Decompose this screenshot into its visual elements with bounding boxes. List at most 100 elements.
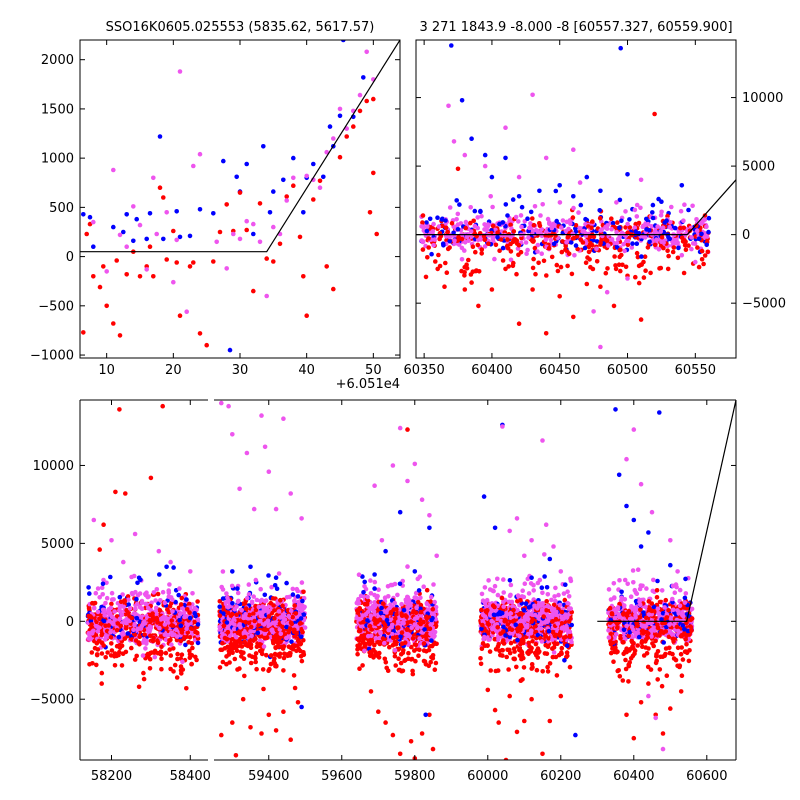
data-point xyxy=(151,274,156,279)
cluster-point xyxy=(107,610,113,616)
cluster-point xyxy=(134,601,140,607)
cluster-point xyxy=(292,627,297,633)
data-point xyxy=(665,266,671,272)
cloud-point xyxy=(479,247,485,252)
cloud-point xyxy=(531,256,536,262)
cloud-point xyxy=(420,247,426,252)
cluster-point xyxy=(95,609,101,615)
cloud-point xyxy=(701,261,706,267)
cluster-point xyxy=(162,622,168,627)
cluster-point xyxy=(180,605,185,611)
panel-top-right-xticks: 60350 60400 60450 60500 60550 xyxy=(403,40,716,378)
cloud-point xyxy=(704,224,709,230)
cluster-point xyxy=(424,587,430,593)
cluster-point xyxy=(358,623,364,629)
cluster-point xyxy=(394,634,400,640)
cluster-point xyxy=(365,618,370,623)
y-tick-label: −1000 xyxy=(30,349,74,364)
cloud-point xyxy=(500,220,506,225)
cloud-point xyxy=(535,230,541,235)
cloud-point xyxy=(633,274,638,280)
cluster-point xyxy=(290,586,296,592)
data-point xyxy=(91,517,97,523)
cloud-point xyxy=(508,257,514,263)
cloud-point xyxy=(659,209,664,215)
cloud-point xyxy=(554,218,559,224)
cluster-point xyxy=(382,640,387,646)
cluster-point xyxy=(157,625,162,631)
data-point xyxy=(311,161,316,167)
cloud-point xyxy=(439,217,445,222)
data-point xyxy=(104,269,109,274)
data-point xyxy=(152,654,158,660)
cluster-point xyxy=(249,633,254,639)
cluster-point xyxy=(154,615,159,621)
cluster-point xyxy=(479,646,485,651)
cloud-point xyxy=(532,204,538,209)
data-point xyxy=(361,75,366,80)
cluster-point xyxy=(292,685,298,691)
cloud-point xyxy=(511,260,516,266)
cluster-point xyxy=(394,607,399,612)
data-point xyxy=(197,207,203,212)
data-point xyxy=(357,92,363,98)
cloud-point xyxy=(524,251,529,256)
cluster-point xyxy=(116,652,121,658)
cloud-point xyxy=(573,223,579,228)
data-point xyxy=(164,210,169,215)
cluster-point xyxy=(561,591,567,596)
data-point xyxy=(304,313,310,319)
cluster-point xyxy=(288,645,294,651)
data-point xyxy=(571,194,576,199)
cluster-point xyxy=(135,593,141,598)
cluster-point xyxy=(249,600,255,606)
cluster-point xyxy=(545,664,550,670)
cluster-point xyxy=(171,646,176,651)
data-point xyxy=(604,289,610,295)
data-point xyxy=(489,287,495,292)
cluster-point xyxy=(119,612,125,617)
cloud-point xyxy=(632,225,637,230)
cluster-point xyxy=(478,656,483,661)
cloud-point xyxy=(528,221,533,226)
cloud-point xyxy=(589,225,594,231)
cluster-point xyxy=(109,648,115,653)
panel-bottom-left-clusters xyxy=(85,403,201,691)
cloud-point xyxy=(665,248,670,253)
cluster-point xyxy=(405,564,410,569)
cluster-point xyxy=(86,636,91,641)
cluster-point xyxy=(228,648,233,653)
cluster-point xyxy=(375,653,381,659)
x-tick-label: 60350 xyxy=(403,363,444,378)
cloud-point xyxy=(447,238,453,244)
cloud-point xyxy=(679,235,685,241)
cluster-point xyxy=(231,626,237,632)
cluster-point xyxy=(261,622,267,627)
cluster-point xyxy=(529,662,535,667)
cluster-point xyxy=(137,634,142,640)
cluster-point xyxy=(363,601,368,607)
cluster-point xyxy=(120,630,126,636)
cluster-point xyxy=(290,592,296,597)
cloud-point xyxy=(429,251,434,257)
cluster-point xyxy=(281,655,287,661)
cluster-point xyxy=(412,616,418,621)
data-point xyxy=(97,284,103,290)
data-point xyxy=(291,155,296,161)
cloud-point xyxy=(641,275,647,280)
cloud-point xyxy=(578,202,584,208)
cloud-point xyxy=(625,238,631,244)
cloud-point xyxy=(630,241,635,246)
cluster-point xyxy=(403,657,408,663)
cluster-point xyxy=(405,594,410,600)
cloud-point xyxy=(490,223,496,229)
cloud-point xyxy=(558,264,564,270)
cluster-point xyxy=(393,663,399,668)
cluster-point xyxy=(87,614,93,619)
cluster-point xyxy=(508,615,514,621)
cluster-point xyxy=(237,637,242,642)
data-point xyxy=(462,287,468,292)
cloud-point xyxy=(530,265,536,271)
cloud-point xyxy=(462,270,467,275)
